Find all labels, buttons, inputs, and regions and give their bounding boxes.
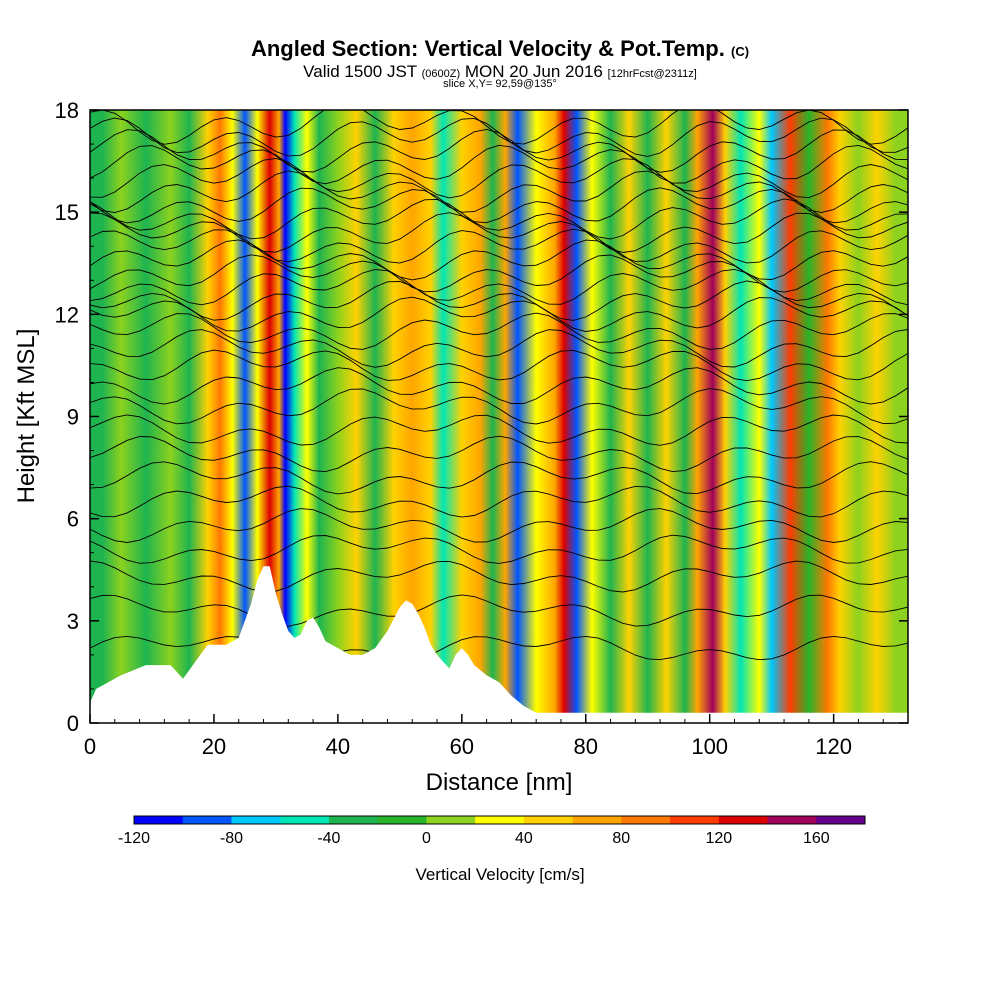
y-axis: 0 3 6 9 12 15 18 xyxy=(55,98,908,736)
colorbar-tick-label: 0 xyxy=(422,830,431,847)
isentrope-line xyxy=(90,560,908,593)
isentrope-line xyxy=(90,144,908,185)
colorbar-tick-label: 80 xyxy=(612,830,630,847)
y-tick-label: 0 xyxy=(67,711,79,736)
forecast-label: [12hrFcst@2311z] xyxy=(607,68,697,80)
colorbar-swatch xyxy=(670,816,720,824)
isentrope-line xyxy=(90,198,908,240)
slice-label: slice X,Y= 92,59@135° xyxy=(443,78,557,90)
isentrope-line xyxy=(90,170,908,214)
isentrope-line xyxy=(90,594,908,627)
y-tick-label: 12 xyxy=(55,302,79,327)
x-tick-label: 20 xyxy=(202,734,226,759)
isentrope-line xyxy=(90,329,908,368)
terrain-profile xyxy=(90,566,908,723)
potential-temperature-contours xyxy=(90,110,908,661)
valid-date: MON 20 Jun 2016 xyxy=(464,62,603,81)
y-axis-label: Height [Kft MSL] xyxy=(13,329,40,504)
colorbar-swatch xyxy=(280,816,330,824)
colorbar-swatch xyxy=(767,816,817,824)
colorbar-tick-label: -120 xyxy=(118,830,150,847)
y-tick-label: 3 xyxy=(67,609,79,634)
colorbar-swatch xyxy=(426,816,476,824)
isentrope-line xyxy=(90,414,908,446)
colorbar-swatch xyxy=(816,816,866,824)
isentrope-line xyxy=(90,367,908,405)
colorbar-swatch xyxy=(475,816,525,824)
isentrope-line xyxy=(90,635,908,661)
colorbar-swatch xyxy=(621,816,671,824)
y-tick-label: 6 xyxy=(67,507,79,532)
valid-time-line: Valid 1500 JST (0600Z) MON 20 Jun 2016 [… xyxy=(0,62,1000,82)
colorbar-swatch xyxy=(377,816,427,824)
x-tick-label: 60 xyxy=(450,734,474,759)
y-tick-label: 9 xyxy=(67,405,79,430)
isentrope-line xyxy=(90,534,908,564)
valid-utc: (0600Z) xyxy=(421,68,461,80)
isentrope-line xyxy=(90,461,908,495)
isentrope-line xyxy=(90,388,908,425)
colorbar-tick-label: 40 xyxy=(515,830,533,847)
chart-title: Angled Section: Vertical Velocity & Pot.… xyxy=(0,36,1000,62)
isentrope-line xyxy=(90,239,908,281)
title-unit: (C) xyxy=(731,44,750,59)
x-axis-label: Distance [nm] xyxy=(426,769,573,796)
colorbar-tick-label: -40 xyxy=(317,830,340,847)
isentrope-line xyxy=(90,187,908,224)
velocity-field xyxy=(90,110,908,723)
title-main: Angled Section: Vertical Velocity & Pot.… xyxy=(250,36,725,61)
isentrope-line xyxy=(90,312,908,350)
isentrope-line xyxy=(90,254,908,293)
colorbar: -120 -80 -40 0 40 80 120 160 xyxy=(118,815,866,847)
colorbar-frame xyxy=(133,815,866,825)
isentrope-line xyxy=(90,110,908,145)
colorbar-tick-label: -80 xyxy=(220,830,243,847)
terrain xyxy=(90,566,908,723)
x-tick-label: 0 xyxy=(84,734,96,759)
isentrope-line xyxy=(90,117,908,157)
x-axis: 0 20 40 60 80 100 120 xyxy=(84,714,909,759)
colorbar-swatch xyxy=(134,816,184,824)
isentrope-line xyxy=(90,435,908,473)
y-tick-label: 15 xyxy=(55,200,79,225)
x-tick-label: 120 xyxy=(815,734,852,759)
isentrope-line xyxy=(90,485,908,518)
x-tick-label: 100 xyxy=(691,734,728,759)
x-tick-label: 80 xyxy=(574,734,598,759)
isentrope-line xyxy=(90,508,908,543)
colorbar-tick-label: 160 xyxy=(803,830,830,847)
colorbar-swatch xyxy=(231,816,281,824)
isentrope-line xyxy=(90,228,908,264)
x-tick-label: 40 xyxy=(326,734,350,759)
colorbar-tick-label: 120 xyxy=(705,830,732,847)
isentrope-line xyxy=(90,349,908,382)
colorbar-title: Vertical Velocity [cm/s] xyxy=(415,865,584,884)
colorbar-swatch xyxy=(718,816,769,824)
colorbar-swatch xyxy=(572,816,622,824)
velocity-columns xyxy=(90,110,908,723)
valid-prefix: Valid 1500 JST xyxy=(303,62,417,81)
y-tick-label: 18 xyxy=(55,98,79,123)
colorbar-swatch xyxy=(182,816,232,824)
isentrope-line xyxy=(90,296,908,332)
isentrope-line xyxy=(90,157,908,199)
isentrope-line xyxy=(90,212,908,253)
colorbar-swatch xyxy=(328,816,379,824)
colorbar-swatch xyxy=(523,816,574,824)
